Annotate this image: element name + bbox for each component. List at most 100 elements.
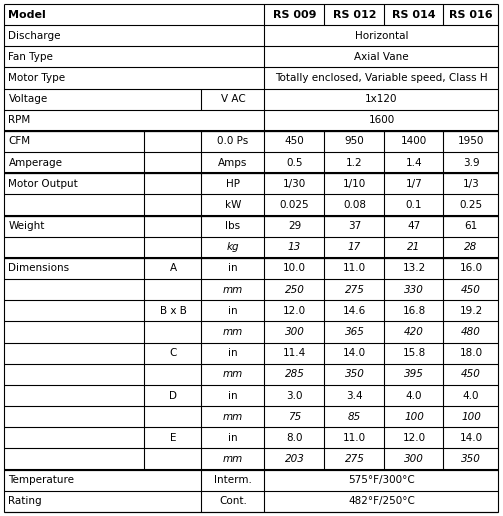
Text: E: E: [170, 433, 176, 443]
Text: 1600: 1600: [368, 115, 395, 125]
Text: mm: mm: [223, 369, 243, 379]
Text: 10.0: 10.0: [283, 264, 306, 273]
Text: RS 009: RS 009: [273, 9, 316, 20]
Text: 18.0: 18.0: [459, 348, 482, 358]
Text: in: in: [228, 306, 238, 316]
Text: 19.2: 19.2: [459, 306, 482, 316]
Text: 250: 250: [285, 285, 304, 295]
Text: 11.4: 11.4: [283, 348, 306, 358]
Text: Amperage: Amperage: [9, 157, 62, 168]
Text: Interm.: Interm.: [214, 475, 252, 485]
Text: in: in: [228, 264, 238, 273]
Text: 0.0 Ps: 0.0 Ps: [217, 136, 248, 147]
Text: 61: 61: [464, 221, 478, 231]
Text: in: in: [228, 433, 238, 443]
Text: 480: 480: [461, 327, 481, 337]
Text: 203: 203: [285, 454, 304, 464]
Text: 275: 275: [345, 285, 365, 295]
Text: RPM: RPM: [9, 115, 31, 125]
Text: 395: 395: [404, 369, 424, 379]
Text: Model: Model: [9, 9, 46, 20]
Text: 75: 75: [288, 412, 301, 422]
Text: 21: 21: [407, 243, 421, 252]
Text: 1/3: 1/3: [463, 179, 479, 189]
Text: 0.1: 0.1: [406, 200, 422, 210]
Text: A: A: [170, 264, 177, 273]
Text: 16.0: 16.0: [459, 264, 482, 273]
Text: 1950: 1950: [458, 136, 484, 147]
Text: 330: 330: [404, 285, 424, 295]
Text: 14.6: 14.6: [343, 306, 366, 316]
Text: mm: mm: [223, 285, 243, 295]
Text: 100: 100: [404, 412, 424, 422]
Text: mm: mm: [223, 412, 243, 422]
Text: 1/10: 1/10: [343, 179, 366, 189]
Text: 3.0: 3.0: [286, 391, 303, 400]
Text: 8.0: 8.0: [286, 433, 303, 443]
Text: in: in: [228, 348, 238, 358]
Text: CFM: CFM: [9, 136, 31, 147]
Text: 85: 85: [348, 412, 361, 422]
Text: Weight: Weight: [9, 221, 45, 231]
Text: D: D: [169, 391, 177, 400]
Text: Rating: Rating: [9, 496, 42, 506]
Text: 0.5: 0.5: [286, 157, 303, 168]
Text: Temperature: Temperature: [9, 475, 74, 485]
Text: 100: 100: [461, 412, 481, 422]
Text: 3.4: 3.4: [346, 391, 363, 400]
Text: RS 014: RS 014: [392, 9, 436, 20]
Text: Horizontal: Horizontal: [355, 30, 408, 41]
Text: Dimensions: Dimensions: [9, 264, 69, 273]
Text: 1400: 1400: [401, 136, 427, 147]
Text: 300: 300: [404, 454, 424, 464]
Text: Axial Vane: Axial Vane: [354, 52, 409, 62]
Text: HP: HP: [226, 179, 240, 189]
Text: kg: kg: [227, 243, 239, 252]
Text: Voltage: Voltage: [9, 94, 48, 104]
Text: Motor Output: Motor Output: [9, 179, 78, 189]
Text: 15.8: 15.8: [402, 348, 426, 358]
Text: 14.0: 14.0: [343, 348, 366, 358]
Text: 29: 29: [288, 221, 301, 231]
Text: 17: 17: [348, 243, 361, 252]
Text: 450: 450: [461, 285, 481, 295]
Text: Motor Type: Motor Type: [9, 73, 65, 83]
Text: V AC: V AC: [221, 94, 245, 104]
Text: 300: 300: [285, 327, 304, 337]
Text: 575°F/300°C: 575°F/300°C: [348, 475, 415, 485]
Text: 950: 950: [345, 136, 364, 147]
Text: C: C: [170, 348, 177, 358]
Text: 1.4: 1.4: [406, 157, 423, 168]
Text: 3.9: 3.9: [463, 157, 479, 168]
Text: RS 012: RS 012: [333, 9, 376, 20]
Text: 11.0: 11.0: [343, 433, 366, 443]
Text: 0.08: 0.08: [343, 200, 366, 210]
Text: 12.0: 12.0: [283, 306, 306, 316]
Text: 1/30: 1/30: [283, 179, 306, 189]
Text: 16.8: 16.8: [402, 306, 426, 316]
Text: 450: 450: [285, 136, 304, 147]
Text: 13.2: 13.2: [402, 264, 426, 273]
Text: 4.0: 4.0: [463, 391, 479, 400]
Text: 12.0: 12.0: [402, 433, 426, 443]
Text: Fan Type: Fan Type: [9, 52, 53, 62]
Text: Amps: Amps: [218, 157, 247, 168]
Text: 28: 28: [464, 243, 478, 252]
Text: lbs: lbs: [225, 221, 240, 231]
Text: 275: 275: [345, 454, 365, 464]
Text: in: in: [228, 391, 238, 400]
Text: B x B: B x B: [159, 306, 187, 316]
Text: 285: 285: [285, 369, 304, 379]
Text: kW: kW: [225, 200, 241, 210]
Text: 14.0: 14.0: [459, 433, 482, 443]
Text: 4.0: 4.0: [406, 391, 422, 400]
Text: 1.2: 1.2: [346, 157, 363, 168]
Text: mm: mm: [223, 454, 243, 464]
Text: 0.025: 0.025: [280, 200, 309, 210]
Text: 450: 450: [461, 369, 481, 379]
Text: 482°F/250°C: 482°F/250°C: [348, 496, 415, 506]
Text: 1x120: 1x120: [365, 94, 398, 104]
Text: 47: 47: [407, 221, 421, 231]
Text: 350: 350: [461, 454, 481, 464]
Text: 0.25: 0.25: [459, 200, 482, 210]
